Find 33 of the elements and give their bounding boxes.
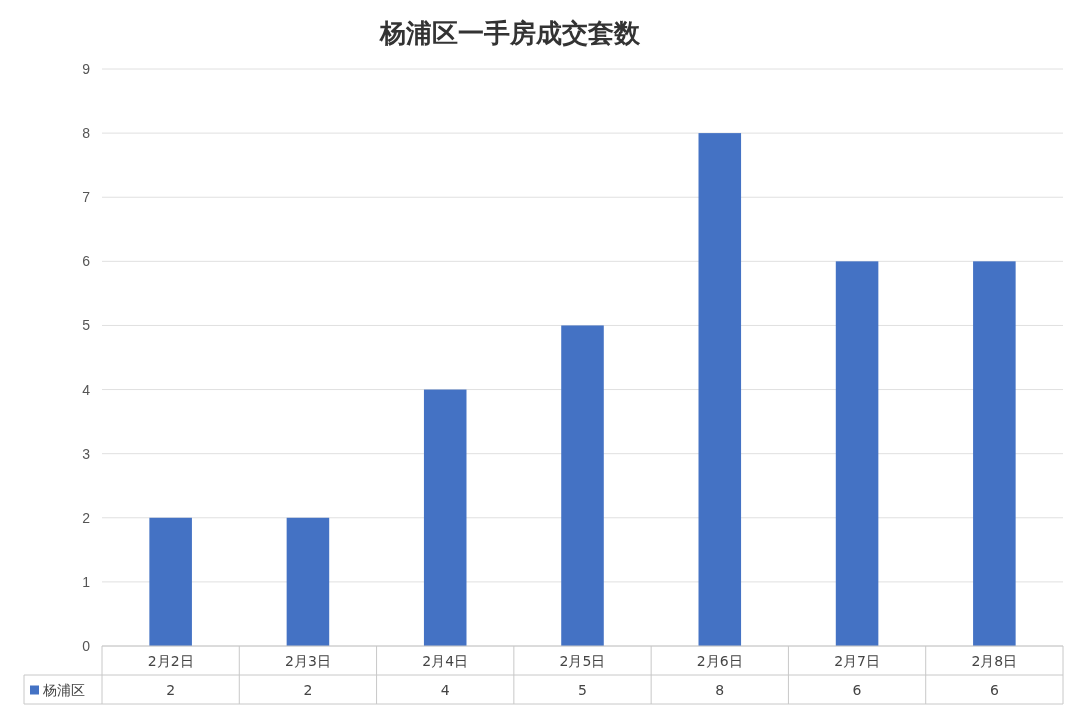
y-tick-label: 5 [82,317,91,334]
data-label: 6 [852,681,862,698]
bar [286,517,330,646]
legend-label: 杨浦区 [42,681,85,698]
bar [561,325,604,646]
bar [973,261,1016,646]
y-tick-label: 1 [82,573,91,590]
x-tick-label: 2月3日 [285,652,331,669]
y-tick-label: 8 [82,125,91,142]
bar [835,261,879,646]
y-tick-label: 7 [82,189,91,206]
data-label: 4 [440,681,450,698]
x-tick-label: 2月7日 [834,652,880,669]
x-tick-label: 2月5日 [559,652,606,669]
y-tick-label: 6 [82,253,91,270]
y-tick-label: 9 [82,60,91,77]
data-label: 6 [989,681,999,698]
y-tick-label: 4 [82,381,91,398]
x-tick-label: 2月6日 [696,652,743,669]
x-tick-label: 2月2日 [147,652,194,669]
chart-title: 杨浦区一手房成交套数 [379,18,641,48]
bar [698,133,742,646]
bar [423,389,467,646]
x-tick-label: 2月8日 [971,652,1018,669]
y-tick-label: 3 [82,445,91,462]
bar [149,517,192,646]
data-label: 2 [303,681,313,698]
x-tick-label: 2月4日 [422,652,469,669]
y-tick-label: 0 [82,637,91,654]
data-label: 5 [578,681,587,698]
y-tick-label: 2 [82,509,91,526]
data-label: 2 [166,681,176,698]
data-label: 8 [715,681,725,698]
